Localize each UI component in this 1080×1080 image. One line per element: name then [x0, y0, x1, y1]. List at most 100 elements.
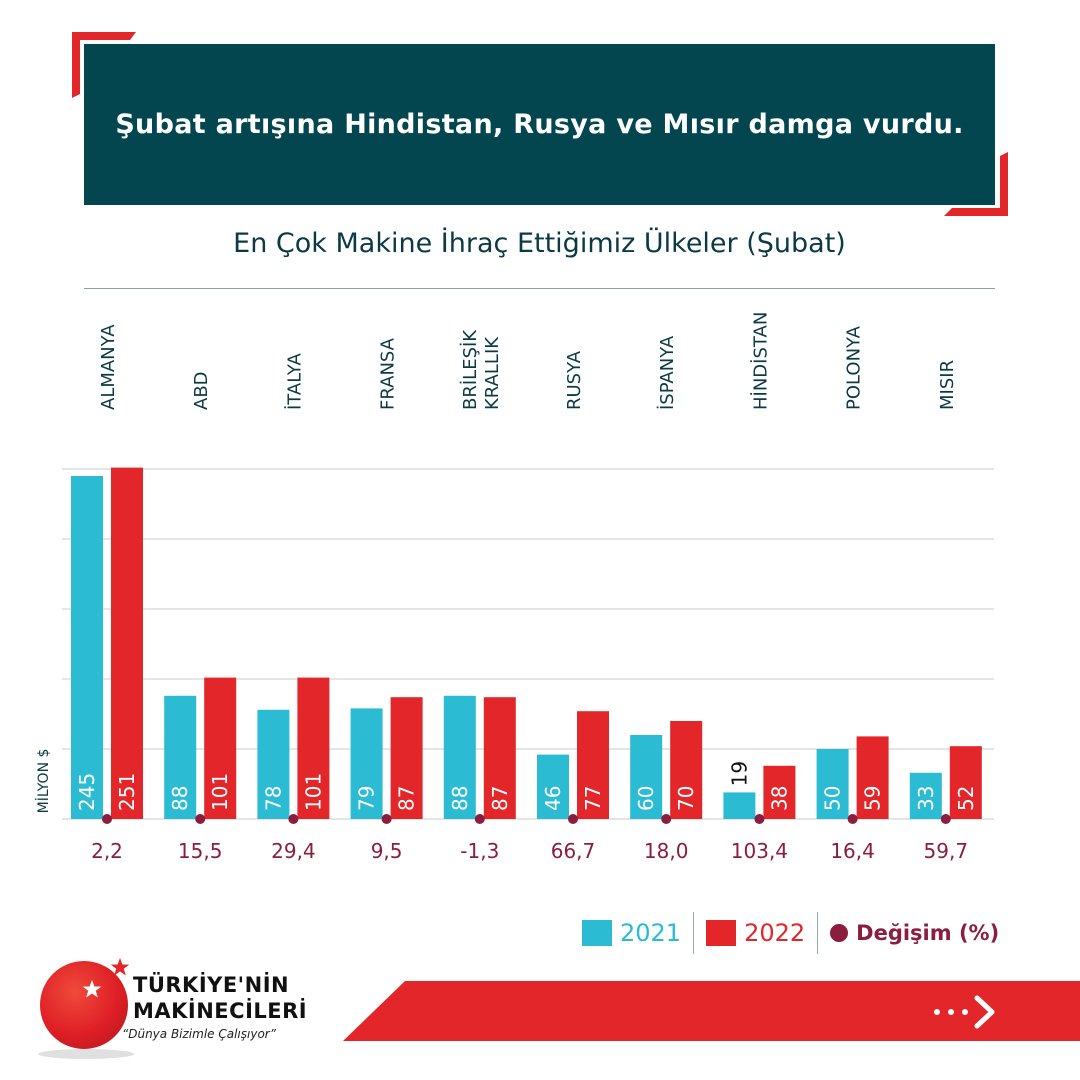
- logo-ball-icon: [40, 961, 128, 1049]
- category-label: POLONYA: [844, 325, 865, 410]
- value-label-2021: 46: [541, 786, 565, 811]
- category-label: HİNDİSTAN: [750, 312, 771, 410]
- value-label-2022: 77: [581, 786, 605, 811]
- value-label-2022: 101: [301, 773, 325, 811]
- value-label-2021: 245: [75, 773, 99, 811]
- value-label-2022: 38: [767, 786, 791, 811]
- change-dot: [195, 814, 206, 824]
- legend-item-2022: 2022: [694, 919, 817, 947]
- change-value: 16,4: [830, 839, 875, 863]
- value-label-2022: 87: [395, 786, 419, 811]
- change-value: 15,5: [178, 839, 223, 863]
- category-label: MISIR: [937, 360, 958, 410]
- category-label: BRİLEŞİK: [460, 329, 481, 410]
- category-label: İSPANYA: [657, 335, 678, 410]
- change-value: -1,3: [460, 839, 499, 863]
- change-value: 2,2: [91, 839, 123, 863]
- value-label-2022: 87: [488, 786, 512, 811]
- logo-slogan: “Dünya Bizimle Çalışıyor”: [122, 1027, 276, 1041]
- red-star-icon: [110, 958, 130, 976]
- category-label: KRALLIK: [482, 336, 503, 410]
- category-label: ALMANYA: [98, 324, 119, 410]
- bar-2021: [350, 708, 383, 819]
- bar-2021: [443, 695, 476, 819]
- header-title: Şubat artışına Hindistan, Rusya ve Mısır…: [115, 109, 964, 140]
- bar-2021: [71, 476, 103, 819]
- legend-label-2021: 2021: [620, 919, 682, 947]
- bar-2022: [483, 697, 516, 819]
- legend-swatch-2022: [706, 920, 737, 946]
- bar-2022: [856, 736, 889, 819]
- corner-accent-top-left: [72, 32, 136, 98]
- value-label-2021: 88: [448, 786, 472, 811]
- bar-2022: [204, 677, 237, 819]
- logo-text-line2: MAKİNECİLERİ: [133, 999, 308, 1023]
- chart-legend: 2021 2022 Değişim (%): [570, 912, 1011, 954]
- brand-logo: TÜRKİYE'NİN MAKİNECİLERİ “Dünya Bizimle …: [38, 957, 338, 1067]
- value-label-2022: 251: [115, 773, 139, 811]
- legend-swatch-2021: [582, 920, 612, 946]
- bar-2021: [537, 754, 569, 819]
- change-dot: [661, 814, 672, 824]
- bar-2022: [390, 697, 423, 819]
- value-label-2021: 19: [727, 761, 751, 786]
- category-label: RUSYA: [564, 350, 585, 410]
- legend-divider: [693, 912, 695, 954]
- change-dot: [474, 814, 485, 824]
- change-dot: [754, 814, 765, 824]
- change-dot: [381, 814, 392, 824]
- next-arrow-icon: [934, 995, 995, 1029]
- bar-2021: [909, 772, 942, 819]
- y-axis-label: MİLYON $: [34, 749, 52, 814]
- legend-dot-change: [830, 924, 849, 942]
- change-value: 103,4: [731, 839, 788, 863]
- title-divider: [84, 288, 995, 289]
- bar-2021: [630, 735, 663, 819]
- logo-shadow: [38, 1049, 134, 1059]
- value-label-2022: 52: [954, 786, 978, 811]
- header-banner: Şubat artışına Hindistan, Rusya ve Mısır…: [84, 44, 995, 205]
- value-label-2021: 50: [821, 786, 845, 811]
- change-value: 18,0: [644, 839, 689, 863]
- bar-2021: [257, 709, 290, 819]
- change-dot: [568, 814, 578, 824]
- value-label-2021: 79: [355, 786, 379, 811]
- corner-accent-bottom-right: [944, 152, 1008, 216]
- change-dot: [288, 814, 299, 824]
- legend-item-2021: 2021: [570, 919, 693, 947]
- value-label-2021: 78: [261, 786, 285, 811]
- value-label-2022: 70: [674, 786, 698, 811]
- category-label: FRANSA: [378, 337, 399, 410]
- change-value: 59,7: [924, 839, 969, 863]
- change-dot: [102, 814, 112, 824]
- legend-item-change: Değişim (%): [818, 921, 1011, 945]
- value-label-2021: 33: [914, 786, 938, 811]
- change-dot: [847, 814, 858, 824]
- bar-2022: [111, 467, 143, 819]
- change-value: 9,5: [371, 839, 403, 863]
- category-label: ABD: [191, 371, 212, 410]
- bar-2021: [164, 695, 197, 819]
- bar-2022: [949, 746, 982, 819]
- bar-2022: [297, 677, 330, 819]
- bar-2021: [723, 792, 756, 819]
- bar-chart: MİLYON $ 245 251 2,2 ALMANYA 88 101 15,5 ABD 78 10…: [34, 312, 994, 863]
- bar-2022: [577, 711, 609, 819]
- change-dot: [940, 814, 951, 824]
- value-label-2021: 60: [634, 786, 658, 811]
- bar-2022: [763, 765, 796, 819]
- change-value: 29,4: [271, 839, 316, 863]
- value-label-2021: 88: [168, 786, 192, 811]
- legend-divider: [817, 912, 819, 954]
- category-label: İTALYA: [284, 353, 305, 410]
- legend-label-change: Değişim (%): [856, 921, 1000, 945]
- value-label-2022: 101: [208, 773, 232, 811]
- bar-2021: [816, 749, 849, 819]
- logo-text-line1: TÜRKİYE'NİN: [133, 973, 290, 997]
- legend-label-2022: 2022: [744, 919, 806, 947]
- change-value: 66,7: [551, 839, 596, 863]
- bar-2022: [670, 721, 703, 819]
- value-label-2022: 59: [861, 786, 885, 811]
- chart-title: En Çok Makine İhraç Ettiğimiz Ülkeler (Ş…: [233, 228, 846, 259]
- white-star-icon: [82, 980, 102, 998]
